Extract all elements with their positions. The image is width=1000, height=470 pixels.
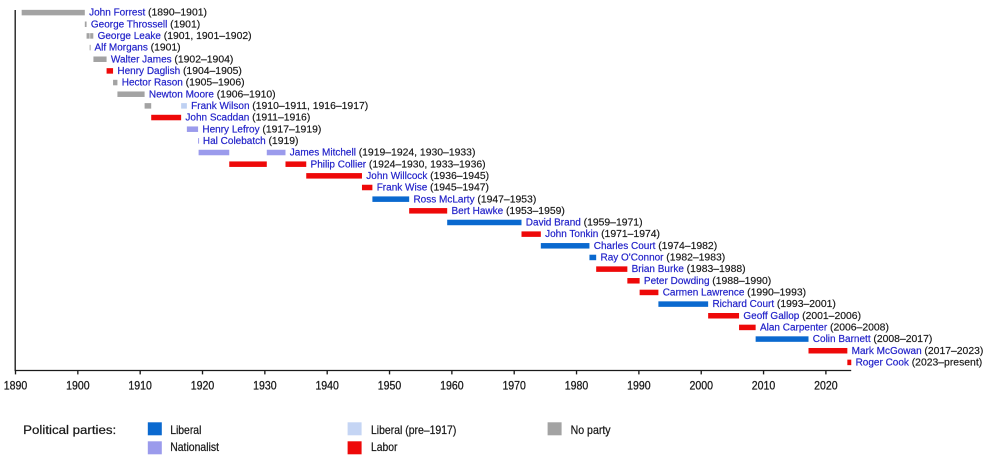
svg-text:Henry Daglish (1904–1905): Henry Daglish (1904–1905): [117, 66, 242, 77]
svg-text:Peter Dowding (1988–1990): Peter Dowding (1988–1990): [644, 276, 771, 287]
svg-text:1990: 1990: [627, 379, 651, 393]
svg-text:1930: 1930: [253, 379, 277, 393]
svg-text:John Forrest (1890–1901): John Forrest (1890–1901): [89, 8, 207, 19]
svg-text:1950: 1950: [378, 379, 402, 393]
svg-text:Philip Collier (1924–1930, 193: Philip Collier (1924–1930, 1933–1936): [311, 159, 486, 170]
svg-text:Henry Lefroy (1917–1919): Henry Lefroy (1917–1919): [202, 124, 321, 135]
svg-text:Frank Wise (1945–1947): Frank Wise (1945–1947): [377, 183, 489, 194]
svg-text:Hal Colebatch (1919): Hal Colebatch (1919): [203, 136, 299, 147]
svg-text:Walter James (1902–1904): Walter James (1902–1904): [111, 54, 233, 65]
svg-text:Colin Barnett (2008–2017): Colin Barnett (2008–2017): [813, 334, 933, 345]
svg-text:2010: 2010: [752, 379, 776, 393]
svg-text:Ross McLarty (1947–1953): Ross McLarty (1947–1953): [413, 194, 536, 205]
svg-text:Liberal (pre–1917): Liberal (pre–1917): [371, 423, 456, 437]
svg-text:Frank Wilson (1910–1911, 1916–: Frank Wilson (1910–1911, 1916–1917): [191, 101, 368, 112]
svg-text:George Throssell (1901): George Throssell (1901): [91, 19, 200, 30]
svg-text:Hector Rason (1905–1906): Hector Rason (1905–1906): [122, 78, 245, 89]
svg-text:Geoff Gallop (2001–2006): Geoff Gallop (2001–2006): [743, 311, 861, 322]
svg-text:Carmen Lawrence (1990–1993): Carmen Lawrence (1990–1993): [663, 288, 806, 299]
svg-text:Charles Court (1974–1982): Charles Court (1974–1982): [594, 241, 717, 252]
svg-text:1970: 1970: [502, 379, 526, 393]
svg-text:1920: 1920: [191, 379, 215, 393]
svg-text:Labor: Labor: [371, 440, 397, 454]
svg-text:Brian Burke (1983–1988): Brian Burke (1983–1988): [632, 264, 746, 275]
svg-text:No party: No party: [571, 423, 611, 437]
svg-text:Liberal: Liberal: [170, 423, 201, 437]
svg-text:John Tonkin (1971–1974): John Tonkin (1971–1974): [545, 229, 660, 240]
svg-text:Roger Cook (2023–present): Roger Cook (2023–present): [856, 358, 983, 369]
svg-text:Bert Hawke (1953–1959): Bert Hawke (1953–1959): [451, 206, 564, 217]
svg-text:Ray O'Connor (1982–1983): Ray O'Connor (1982–1983): [600, 253, 725, 264]
svg-text:Nationalist: Nationalist: [170, 440, 219, 454]
svg-text:1900: 1900: [66, 379, 90, 393]
svg-text:1980: 1980: [565, 379, 589, 393]
svg-text:1890: 1890: [4, 379, 28, 393]
svg-text:John Scaddan (1911–1916): John Scaddan (1911–1916): [185, 113, 310, 124]
svg-text:Alf Morgans (1901): Alf Morgans (1901): [94, 43, 180, 54]
svg-text:Mark McGowan (2017–2023): Mark McGowan (2017–2023): [852, 346, 984, 357]
svg-text:George Leake (1901, 1901–1902): George Leake (1901, 1901–1902): [98, 31, 252, 42]
svg-text:John Willcock (1936–1945): John Willcock (1936–1945): [366, 171, 489, 182]
svg-text:1910: 1910: [128, 379, 152, 393]
svg-text:Newton Moore (1906–1910): Newton Moore (1906–1910): [149, 89, 276, 100]
svg-text:1940: 1940: [315, 379, 339, 393]
svg-text:Richard Court (1993–2001): Richard Court (1993–2001): [712, 299, 835, 310]
svg-text:2000: 2000: [689, 379, 713, 393]
svg-text:2020: 2020: [814, 379, 838, 393]
svg-text:Alan Carpenter (2006–2008): Alan Carpenter (2006–2008): [760, 323, 889, 334]
svg-text:Political parties:: Political parties:: [23, 423, 116, 437]
svg-text:David Brand (1959–1971): David Brand (1959–1971): [526, 218, 643, 229]
svg-text:1960: 1960: [440, 379, 464, 393]
svg-text:James Mitchell (1919–1924, 193: James Mitchell (1919–1924, 1930–1933): [290, 148, 476, 159]
